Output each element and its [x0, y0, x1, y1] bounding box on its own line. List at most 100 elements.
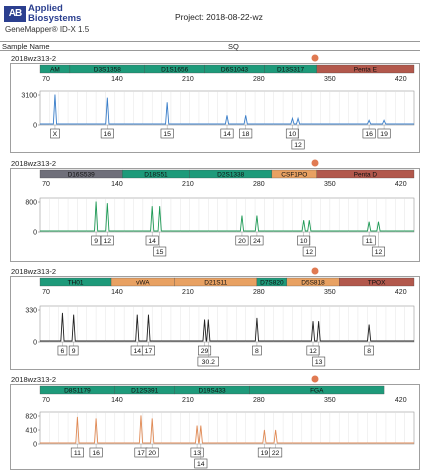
allele-call-box[interactable]	[302, 246, 316, 257]
locus-label: D6S1043	[221, 66, 248, 73]
x-tick-label: 140	[111, 76, 123, 83]
locus-bar[interactable]	[339, 277, 415, 287]
allele-call-label: 12	[309, 348, 317, 355]
ab-logo-icon: AB	[4, 6, 26, 22]
y-tick-label: 0	[33, 340, 37, 347]
x-tick-label: 420	[395, 181, 407, 188]
locus-label: D1S1656	[161, 66, 188, 73]
allele-call-box[interactable]	[306, 345, 320, 356]
locus-label: D2S1338	[217, 171, 244, 178]
allele-call-label: 14	[133, 348, 141, 355]
allele-call-label: 9	[94, 238, 98, 245]
allele-call-box[interactable]	[197, 356, 219, 367]
x-tick-label: 140	[111, 289, 123, 296]
allele-call-box[interactable]	[312, 356, 326, 367]
y-tick-label: 0	[33, 442, 37, 449]
allele-call-label: 11	[366, 238, 373, 245]
allele-call-box[interactable]	[50, 128, 60, 139]
allele-call-box[interactable]	[250, 235, 264, 246]
allele-call-box[interactable]	[89, 447, 103, 458]
y-tick-label: 330	[25, 308, 37, 315]
brand-line-2: Biosystems	[28, 13, 82, 24]
sample-name: 2018wz313-2	[11, 159, 56, 168]
allele-call-label: 10	[289, 131, 297, 138]
allele-call-box[interactable]	[145, 235, 159, 246]
y-tick-label: 3100	[21, 93, 37, 100]
y-tick-label: 0	[33, 230, 37, 237]
allele-call-label: 20	[238, 238, 246, 245]
allele-call-box[interactable]	[68, 345, 79, 356]
locus-label: D12S391	[131, 387, 158, 394]
x-tick-label: 420	[395, 76, 407, 83]
x-tick-label: 280	[253, 397, 265, 404]
locus-label: D13S317	[277, 66, 304, 73]
allele-call-box[interactable]	[145, 447, 159, 458]
locus-label: Penta D	[354, 171, 378, 178]
allele-call-box[interactable]	[371, 246, 385, 257]
allele-call-label: 18	[242, 131, 250, 138]
allele-call-label: 8	[367, 348, 371, 355]
allele-call-box[interactable]	[364, 345, 374, 356]
locus-label: D7S820	[260, 279, 284, 286]
allele-call-box[interactable]	[100, 235, 114, 246]
allele-call-box[interactable]	[252, 345, 262, 356]
allele-call-label: 12	[305, 249, 313, 256]
locus-label: D5S818	[301, 279, 325, 286]
x-tick-label: 350	[324, 76, 336, 83]
allele-call-box[interactable]	[198, 345, 212, 356]
allele-call-label: 24	[253, 238, 261, 245]
x-tick-label: 350	[324, 397, 336, 404]
allele-call-box[interactable]	[377, 128, 391, 139]
locus-label: D18S51	[144, 171, 168, 178]
locus-bar[interactable]	[316, 169, 415, 179]
allele-call-box[interactable]	[285, 128, 299, 139]
status-dot-icon	[311, 375, 319, 383]
locus-label: Penta E	[354, 66, 378, 73]
allele-call-box[interactable]	[239, 128, 253, 139]
locus-bar[interactable]	[316, 64, 415, 74]
panel-graphic: 2018wz313-2 D16S539 D18S51 D2S1338 CSF1PO Pen…	[10, 159, 420, 262]
allele-call-box[interactable]	[190, 447, 204, 458]
x-tick-label: 210	[182, 181, 194, 188]
sample-name: 2018wz313-2	[11, 54, 56, 63]
allele-call-label: 10	[300, 238, 308, 245]
allele-call-box[interactable]	[57, 345, 68, 356]
allele-call-box[interactable]	[160, 128, 174, 139]
locus-label: vWA	[136, 279, 150, 286]
allele-call-label: 14	[197, 461, 205, 468]
electropherogram-panel-green: 2018wz313-2 D16S539 D18S51 D2S1338 CSF1PO Pen…	[10, 158, 420, 262]
electropherogram-panel-orange: 2018wz313-2 D8S1179 D12S391 D19S433 FGA 70 140…	[10, 374, 420, 470]
allele-call-box[interactable]	[291, 139, 305, 150]
allele-call-label: 14	[148, 238, 156, 245]
locus-label: AM	[50, 66, 60, 73]
locus-bar[interactable]	[249, 385, 385, 395]
allele-call-label: 15	[163, 131, 171, 138]
allele-call-label: 15	[156, 249, 164, 256]
allele-call-box[interactable]	[235, 235, 249, 246]
allele-call-box[interactable]	[100, 128, 114, 139]
allele-call-box[interactable]	[70, 447, 84, 458]
allele-call-box[interactable]	[220, 128, 234, 139]
panel-graphic: 2018wz313-2 AM D3S1358 D1S1656 D6S1043 D13S31…	[10, 54, 420, 153]
y-tick-label: 820	[25, 414, 37, 421]
allele-call-box[interactable]	[91, 235, 101, 246]
allele-call-label: 12	[294, 142, 302, 149]
allele-call-box[interactable]	[141, 345, 155, 356]
allele-call-label: 16	[92, 450, 100, 457]
allele-call-box[interactable]	[362, 128, 376, 139]
allele-call-box[interactable]	[269, 447, 283, 458]
allele-call-box[interactable]	[194, 458, 208, 469]
x-tick-label: 280	[253, 181, 265, 188]
allele-call-box[interactable]	[362, 235, 376, 246]
allele-call-box[interactable]	[153, 246, 167, 257]
panel-graphic: 2018wz313-2 TH01 vWA D21S11 D7S820 D5S818 TPOX…	[10, 267, 420, 370]
allele-call-box[interactable]	[297, 235, 311, 246]
allele-call-label: 12	[375, 249, 383, 256]
locus-label: D16S539	[68, 171, 95, 178]
allele-call-label: 8	[255, 348, 259, 355]
allele-call-label: 19	[261, 450, 269, 457]
allele-call-label: 11	[74, 450, 81, 457]
x-tick-label: 420	[395, 289, 407, 296]
allele-call-label: 30.2	[202, 359, 215, 366]
x-tick-label: 350	[324, 181, 336, 188]
